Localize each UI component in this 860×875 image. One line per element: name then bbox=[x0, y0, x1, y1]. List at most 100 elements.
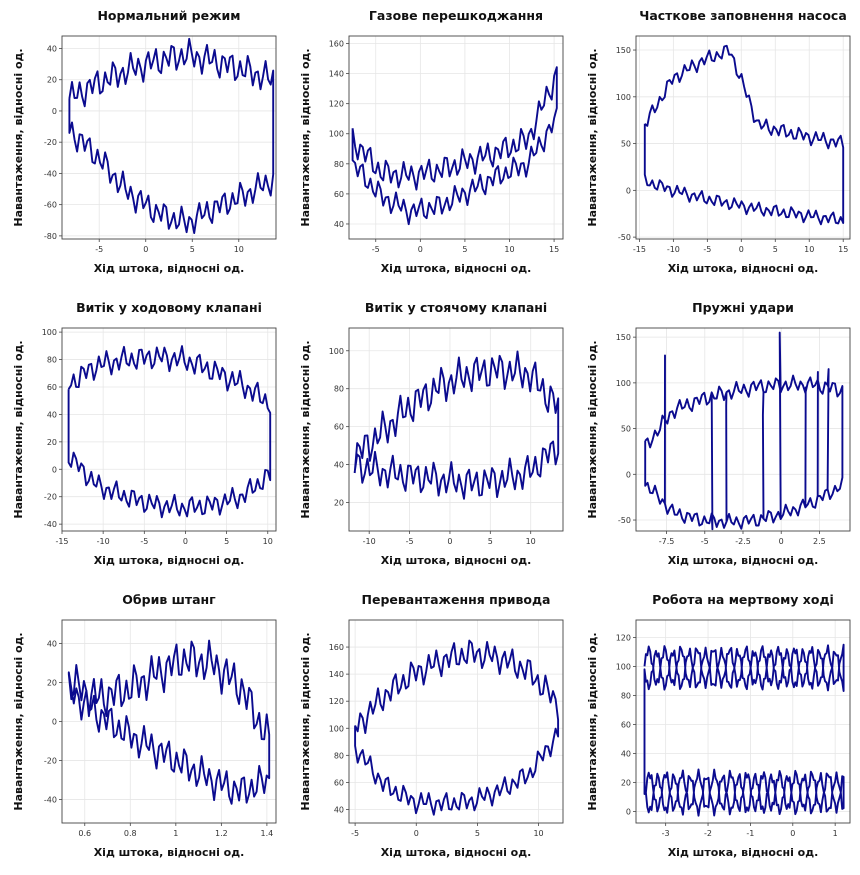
y-tick-label: 140 bbox=[329, 70, 344, 79]
y-tick-label: 40 bbox=[47, 639, 57, 648]
series-line bbox=[643, 643, 845, 817]
chart-svg: -5 0 5 10 40 60 80 100 120 140 160 Перевантаження п… bbox=[299, 592, 564, 859]
y-axis-label: Навантаження, відносні од. bbox=[299, 48, 312, 226]
y-tick-label: 160 bbox=[329, 643, 344, 652]
x-tick-label: 10 bbox=[526, 537, 536, 546]
y-tick-label: 100 bbox=[616, 379, 631, 388]
chart-panel: -7.5 -5 -2.5 0 2.5 -50 0 50 100 150 Пружні удари Хі… bbox=[574, 292, 860, 583]
y-tick-label: 0 bbox=[626, 807, 631, 816]
series-line bbox=[643, 44, 845, 226]
y-axis-label: Навантаження, відносні од. bbox=[586, 632, 599, 810]
chart-title: Пружні удари bbox=[692, 300, 794, 315]
y-tick-label: 60 bbox=[47, 383, 57, 392]
chart-title: Перевантаження привода bbox=[362, 592, 551, 607]
chart-panel: -10 -5 0 5 10 20 40 60 80 100 Витік у стоячому кла… bbox=[287, 292, 573, 583]
chart-panel: -3 -2 -1 0 1 0 20 40 60 80 100 120 Робота на мертвом… bbox=[574, 584, 860, 875]
y-tick-label: 150 bbox=[616, 46, 631, 55]
chart-panel: -15 -10 -5 0 5 10 -40 -20 0 20 40 60 80 100 Витік у хо… bbox=[0, 292, 286, 583]
chart-svg: -5 0 5 10 -80 -60 -40 -20 0 20 40 Нормальний режим Х… bbox=[12, 8, 277, 275]
y-tick-label: 80 bbox=[621, 691, 631, 700]
y-axis-label: Навантаження, відносні од. bbox=[586, 340, 599, 518]
x-tick-label: -5 bbox=[372, 245, 380, 254]
y-axis-label: Навантаження, відносні од. bbox=[12, 632, 25, 810]
x-tick-label: -10 bbox=[97, 537, 110, 546]
plot-frame bbox=[348, 35, 564, 240]
chart-title: Витік у стоячому клапані bbox=[365, 300, 547, 315]
x-tick-label: -15 bbox=[633, 245, 646, 254]
x-tick-label: 5 bbox=[462, 245, 467, 254]
x-tick-label: 5 bbox=[488, 537, 493, 546]
chart-title: Витік у ходовому клапані bbox=[76, 300, 262, 315]
plot-frame bbox=[348, 619, 564, 824]
y-tick-label: -80 bbox=[44, 232, 57, 241]
series-line bbox=[644, 331, 844, 531]
chart-svg: 0.6 0.8 1 1.2 1.4 -40 -20 0 20 40 Обрив штанг Хід ш… bbox=[12, 592, 277, 859]
x-tick-label: -5 bbox=[140, 537, 148, 546]
plot-frame bbox=[635, 35, 851, 240]
y-tick-label: 80 bbox=[334, 751, 344, 760]
x-axis-label: Хід штока, відносні од. bbox=[381, 846, 532, 859]
plot-frame bbox=[348, 327, 564, 532]
y-tick-label: -20 bbox=[44, 138, 57, 147]
chart-panel: -5 0 5 10 -80 -60 -40 -20 0 20 40 Нормальний режим Х… bbox=[0, 0, 286, 291]
y-tick-label: 140 bbox=[329, 670, 344, 679]
y-axis-label: Навантаження, відносні од. bbox=[586, 48, 599, 226]
y-tick-label: 40 bbox=[334, 220, 344, 229]
x-tick-label: 0 bbox=[143, 245, 148, 254]
y-tick-label: 20 bbox=[334, 499, 344, 508]
x-axis-label: Хід штока, відносні од. bbox=[381, 262, 532, 275]
x-tick-label: -2.5 bbox=[735, 537, 751, 546]
x-tick-label: 1.2 bbox=[215, 829, 228, 838]
x-tick-label: -5 bbox=[95, 245, 103, 254]
x-tick-label: 15 bbox=[838, 245, 848, 254]
x-tick-label: 1.4 bbox=[261, 829, 274, 838]
y-tick-label: 100 bbox=[42, 328, 57, 337]
y-tick-label: 0 bbox=[52, 107, 57, 116]
x-axis-label: Хід штока, відносні од. bbox=[94, 846, 245, 859]
x-tick-label: -15 bbox=[55, 537, 68, 546]
x-tick-label: 2.5 bbox=[813, 537, 826, 546]
y-axis-label: Навантаження, відносні од. bbox=[299, 340, 312, 518]
chart-svg: -7.5 -5 -2.5 0 2.5 -50 0 50 100 150 Пружні удари Хі… bbox=[586, 300, 851, 567]
y-tick-label: 120 bbox=[329, 100, 344, 109]
y-tick-label: 40 bbox=[334, 461, 344, 470]
y-tick-label: -60 bbox=[44, 201, 57, 210]
y-tick-label: 20 bbox=[47, 76, 57, 85]
x-tick-label: 15 bbox=[549, 245, 559, 254]
x-tick-label: 0 bbox=[779, 537, 784, 546]
x-tick-label: 0 bbox=[739, 245, 744, 254]
y-tick-label: 80 bbox=[47, 356, 57, 365]
x-tick-label: 10 bbox=[234, 245, 244, 254]
y-tick-label: 60 bbox=[621, 720, 631, 729]
y-tick-label: 120 bbox=[616, 633, 631, 642]
y-tick-label: 160 bbox=[329, 40, 344, 49]
chart-title: Нормальний режим bbox=[97, 8, 240, 23]
y-tick-label: 40 bbox=[621, 749, 631, 758]
y-tick-label: 50 bbox=[621, 140, 631, 149]
series-line bbox=[351, 66, 558, 226]
chart-svg: -15 -10 -5 0 5 10 -40 -20 0 20 40 60 80 100 Витік у хо… bbox=[12, 300, 277, 567]
y-tick-label: -20 bbox=[44, 757, 57, 766]
x-tick-label: -3 bbox=[662, 829, 670, 838]
x-tick-label: 0 bbox=[790, 829, 795, 838]
y-tick-label: 20 bbox=[47, 438, 57, 447]
chart-panel: -5 0 5 10 15 40 60 80 100 120 140 160 Газове перешко… bbox=[287, 0, 573, 291]
y-tick-label: 60 bbox=[334, 190, 344, 199]
x-tick-label: 1 bbox=[173, 829, 178, 838]
series-line bbox=[354, 639, 560, 816]
x-axis-label: Хід штока, відносні од. bbox=[668, 554, 819, 567]
y-tick-label: 50 bbox=[621, 425, 631, 434]
chart-svg: -5 0 5 10 15 40 60 80 100 120 140 160 Газове перешко… bbox=[299, 8, 564, 275]
x-tick-label: -5 bbox=[406, 537, 414, 546]
x-axis-label: Хід штока, відносні од. bbox=[94, 554, 245, 567]
y-tick-label: 60 bbox=[334, 423, 344, 432]
x-tick-label: -5 bbox=[351, 829, 359, 838]
x-tick-label: -7.5 bbox=[659, 537, 675, 546]
y-tick-label: -50 bbox=[618, 516, 631, 525]
x-tick-label: 0 bbox=[414, 829, 419, 838]
x-tick-label: 10 bbox=[804, 245, 814, 254]
x-tick-label: -5 bbox=[703, 245, 711, 254]
y-axis-label: Навантаження, відносні од. bbox=[12, 340, 25, 518]
